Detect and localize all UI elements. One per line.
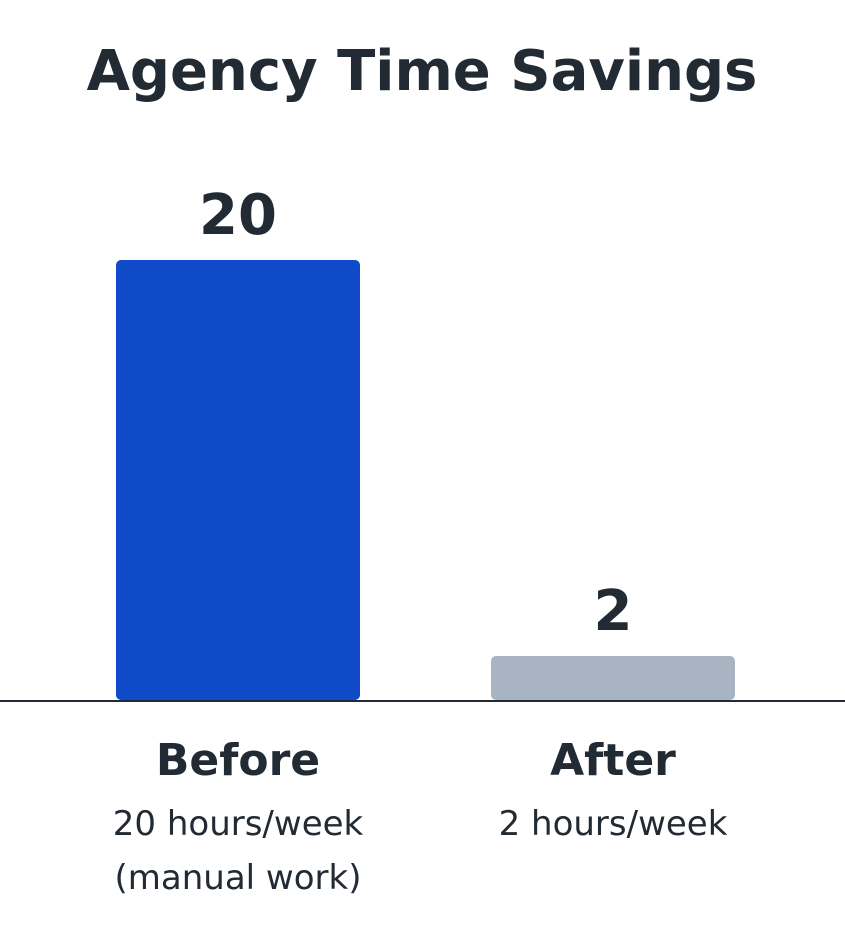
- category-sublabel-before-2: (manual work): [115, 858, 362, 898]
- category-sublabel-after-1: 2 hours/week: [499, 804, 728, 844]
- chart-title: Agency Time Savings: [87, 39, 758, 104]
- data-label-after: 2: [594, 579, 633, 644]
- category-label-before: Before: [156, 735, 320, 786]
- bar-after: [491, 656, 735, 700]
- data-label-before: 20: [199, 183, 277, 248]
- bar-before: [116, 260, 360, 700]
- bars-layer: [116, 260, 735, 700]
- labels-layer: 20 Before 20 hours/week (manual work) 2 After…: [113, 183, 728, 898]
- category-sublabel-before-1: 20 hours/week: [113, 804, 364, 844]
- category-label-after: After: [550, 735, 676, 786]
